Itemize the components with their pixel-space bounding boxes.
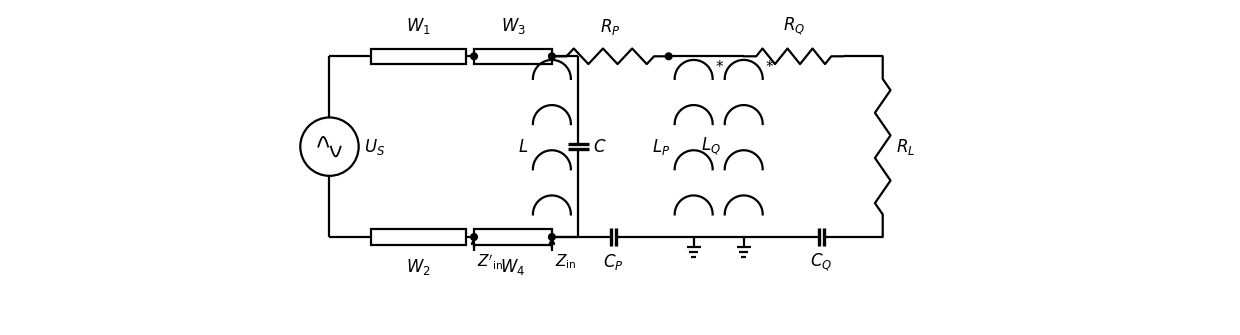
- Text: *: *: [765, 60, 773, 75]
- Bar: [474, 229, 552, 245]
- Text: $C$: $C$: [593, 138, 606, 156]
- Text: $L_Q$: $L_Q$: [701, 136, 720, 157]
- Text: $U_S$: $U_S$: [363, 137, 384, 157]
- Text: $W_2$: $W_2$: [405, 257, 430, 277]
- Text: $C_P$: $C_P$: [603, 252, 624, 272]
- Text: $R_P$: $R_P$: [600, 17, 620, 37]
- Circle shape: [471, 234, 477, 240]
- Circle shape: [548, 53, 556, 60]
- Text: $W_1$: $W_1$: [405, 16, 430, 36]
- Text: $W_3$: $W_3$: [501, 16, 526, 36]
- Bar: [474, 49, 552, 64]
- Circle shape: [548, 234, 556, 240]
- Text: $L_P$: $L_P$: [652, 137, 671, 157]
- Bar: [371, 229, 466, 245]
- Text: $C_Q$: $C_Q$: [811, 252, 833, 273]
- Circle shape: [471, 53, 477, 60]
- Text: *: *: [715, 60, 723, 75]
- Text: $R_L$: $R_L$: [897, 137, 915, 157]
- Text: $R_Q$: $R_Q$: [782, 15, 805, 37]
- Circle shape: [666, 53, 672, 60]
- Text: $W_4$: $W_4$: [501, 257, 526, 277]
- Text: $L$: $L$: [518, 138, 528, 156]
- Text: $Z'_{\rm in}$: $Z'_{\rm in}$: [477, 252, 503, 272]
- Bar: [371, 49, 466, 64]
- Text: $Z_{\rm in}$: $Z_{\rm in}$: [556, 252, 577, 271]
